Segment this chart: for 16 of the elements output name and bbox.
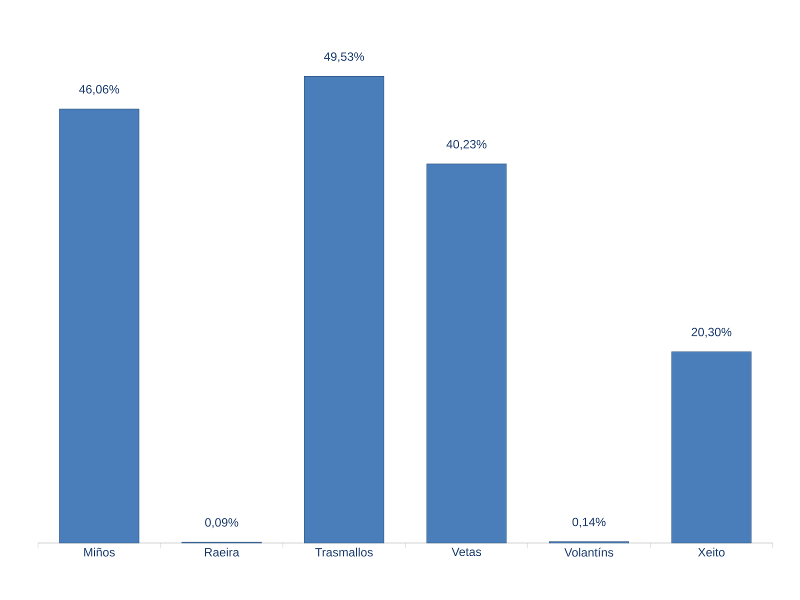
bar bbox=[426, 164, 507, 544]
bar bbox=[59, 108, 140, 544]
bar bbox=[304, 76, 384, 544]
data-label: 46,06% bbox=[79, 85, 120, 95]
data-label: 49,53% bbox=[324, 52, 364, 62]
x-tick-label: Raeira bbox=[204, 548, 240, 557]
bar bbox=[671, 351, 752, 544]
data-label: 0,14% bbox=[572, 518, 606, 528]
x-tick-label: Vetas bbox=[452, 548, 482, 556]
x-tick-label: Miños bbox=[84, 548, 115, 557]
data-label: 0,09% bbox=[205, 518, 238, 528]
x-tick-label: Xeito bbox=[698, 548, 725, 557]
data-label: 40,23% bbox=[446, 140, 486, 150]
x-tick-label: Trasmallos bbox=[315, 548, 373, 557]
x-tick-label: Volantíns bbox=[564, 548, 614, 557]
data-label: 20,30% bbox=[692, 328, 732, 338]
